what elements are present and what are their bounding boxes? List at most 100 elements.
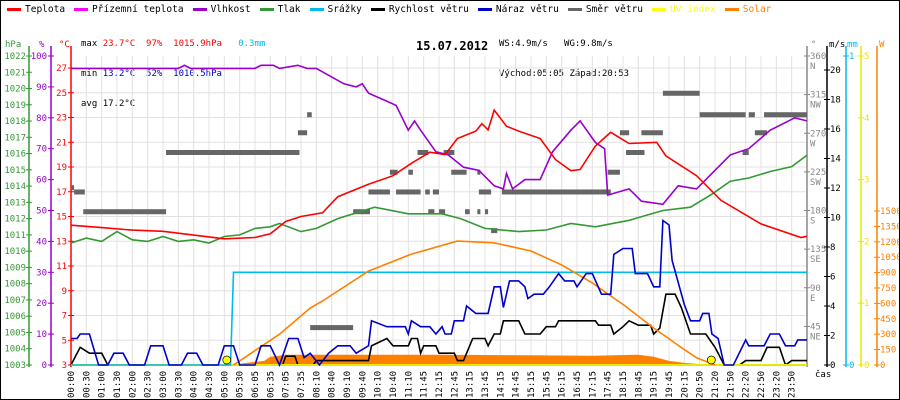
direction-axis-compass-label: W — [810, 139, 816, 149]
humidity-axis-tick-label: 20 — [36, 299, 47, 309]
series-solar-m-en--area — [233, 354, 712, 365]
wind-axis-tick-label: 12 — [830, 184, 841, 194]
uv-axis-tick-label: 0 — [864, 361, 869, 371]
wind-direction-segment — [368, 189, 390, 195]
pressure-axis-tick-label: 1013 — [4, 198, 26, 208]
wind-direction-segment — [641, 130, 663, 136]
wind-direction-segment — [477, 209, 481, 215]
wind-direction-segment — [443, 149, 455, 155]
pressure-axis-tick-label: 1017 — [4, 133, 26, 143]
wind-direction-segment — [501, 189, 611, 195]
pressure-axis-tick-label: 1015 — [4, 166, 26, 176]
wind-direction-segment — [439, 209, 446, 215]
axis-unit-label: °C — [59, 40, 70, 50]
temperature-axis-tick-label: 25 — [56, 89, 67, 99]
direction-axis-compass-label: SE — [810, 255, 821, 265]
x-tick-label: 14:15 — [496, 371, 506, 398]
axis-unit-label: m/s — [829, 40, 845, 50]
temperature-axis-tick-label: 23 — [56, 114, 67, 124]
legend-label: Solar — [742, 4, 772, 15]
x-tick-label: 05:00 — [220, 371, 230, 398]
pressure-axis-tick-label: 1019 — [4, 101, 26, 111]
wind-direction-segment — [626, 149, 645, 155]
legend-swatch — [309, 8, 324, 11]
x-tick-label: 03:30 — [174, 371, 184, 398]
direction-axis-compass-label: NE — [810, 332, 821, 342]
legend-swatch — [652, 8, 667, 11]
x-tick-label: 06:05 — [251, 371, 261, 398]
temperature-axis-tick-label: 5 — [62, 336, 67, 346]
wind-axis-tick-label: 6 — [830, 273, 835, 283]
wind-axis-tick-label: 20 — [830, 66, 841, 76]
wind-direction-segment — [297, 130, 308, 136]
pressure-axis-tick-label: 1003 — [4, 361, 26, 371]
axis-unit-label: ° — [811, 40, 816, 50]
legend-label: UV index — [670, 4, 716, 15]
direction-axis-compass-label: SW — [810, 178, 821, 188]
wind-gust-max: WG:9.8m/s — [564, 39, 613, 49]
x-tick-label: 16:45 — [573, 371, 583, 398]
wind-direction-segment — [166, 149, 300, 155]
pressure-axis-tick-label: 1010 — [4, 247, 26, 257]
x-tick-label: 00:30 — [82, 371, 92, 398]
x-tick-label: 22:50 — [757, 371, 767, 398]
direction-axis-tick-label: 45 — [810, 322, 821, 332]
x-tick-label: 23:20 — [772, 371, 782, 398]
x-tick-label: 17:15 — [588, 371, 598, 398]
series-vlhkost-line — [71, 64, 808, 206]
max-humidity: 97% — [146, 39, 163, 49]
wind-direction-segment — [425, 189, 430, 195]
min-humidity: 52% — [146, 69, 163, 79]
humidity-axis-tick-label: 90 — [36, 83, 47, 93]
x-tick-label: 07:05 — [282, 371, 292, 398]
rain-total: 0.3mm — [238, 39, 266, 49]
legend-item: Rychlost větru — [370, 4, 469, 15]
wind-axis-tick-label: 0 — [830, 361, 835, 371]
series-solar-line — [233, 240, 716, 366]
wind-direction-segment — [619, 130, 630, 136]
wind-direction-segment — [432, 189, 439, 195]
legend-label: Směr větru — [585, 4, 644, 15]
pressure-axis-tick-label: 1018 — [4, 117, 26, 127]
x-tick-label: 10:40 — [389, 371, 399, 398]
legend-label: Teplota — [25, 4, 66, 15]
uv-axis-tick-label: 1 — [864, 299, 869, 309]
direction-axis-compass-label: NW — [810, 101, 821, 111]
temperature-axis-tick-label: 15 — [56, 213, 67, 223]
temperature-axis-tick-label: 13 — [56, 237, 67, 247]
x-tick-label: 19:45 — [665, 371, 675, 398]
series-tlak-line — [70, 154, 808, 244]
rain-axis-tick-label: 1 — [849, 52, 854, 62]
humidity-axis-tick-label: 40 — [36, 237, 47, 247]
x-tick-label: 01:30 — [113, 371, 123, 398]
legend-label: Vlhkost — [210, 4, 251, 15]
pressure-axis-tick-label: 1014 — [4, 182, 26, 192]
wind-axis-tick-label: 10 — [830, 214, 841, 224]
x-tick-label: 14:45 — [512, 371, 522, 398]
x-tick-label: 08:40 — [328, 371, 338, 398]
x-tick-label: 12:15 — [435, 371, 445, 398]
wind-direction-segment — [607, 169, 620, 175]
solar-axis-tick-label: 600 — [880, 299, 896, 309]
min-temp: 13.2°C — [102, 69, 136, 79]
wind-axis-tick-label: 2 — [830, 332, 835, 342]
wind-axis-tick-label: 14 — [830, 155, 841, 165]
humidity-axis-tick-label: 80 — [36, 114, 47, 124]
x-tick-label: 13:45 — [481, 371, 491, 398]
legend-item: Směr větru — [567, 4, 644, 15]
x-tick-label: 18:45 — [634, 371, 644, 398]
uv-axis-tick-label: 4 — [864, 114, 869, 124]
wind-direction-segment — [754, 130, 768, 136]
sunrise: Východ:05:05 — [499, 69, 565, 79]
x-tick-label: 02:30 — [144, 371, 154, 398]
solar-axis-tick-label: 450 — [880, 315, 896, 325]
sun-marker-icon — [706, 355, 716, 365]
wind-direction-segment — [307, 112, 312, 118]
humidity-axis-tick-label: 70 — [36, 145, 47, 155]
x-tick-label: 17:45 — [604, 371, 614, 398]
legend-item: Solar — [724, 4, 772, 15]
pressure-axis-tick-label: 1016 — [4, 150, 26, 160]
axis-unit-label: W — [879, 40, 885, 50]
wind-direction-segment — [477, 169, 481, 175]
series-n-raz-v-tru-line — [71, 218, 807, 368]
